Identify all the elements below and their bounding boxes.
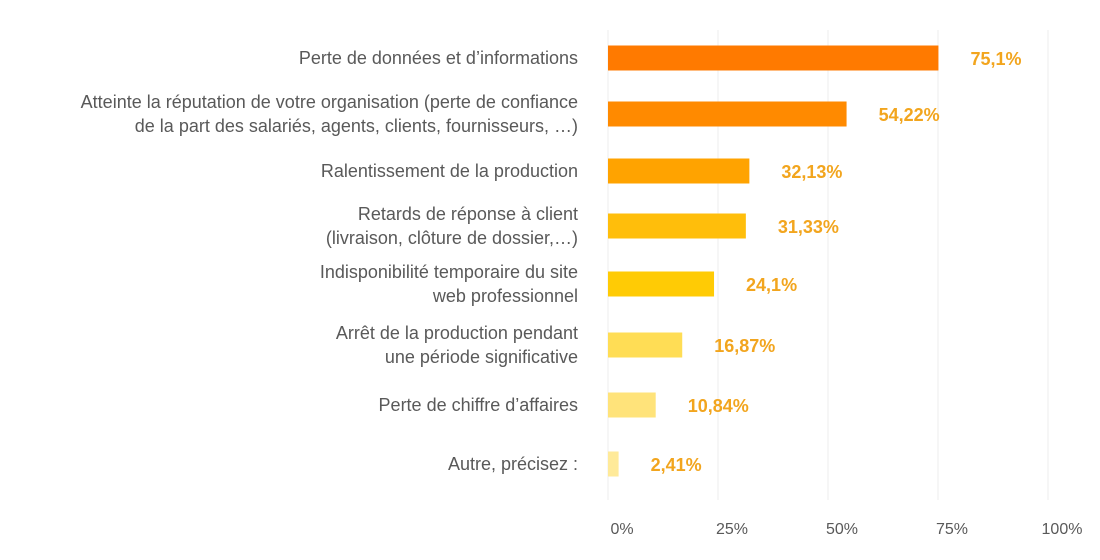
bar-3: [608, 213, 746, 239]
x-tick-label-0: 0%: [610, 521, 633, 538]
category-label-1-line-0: Atteinte la réputation de votre organisa…: [81, 92, 578, 112]
bar-1: [608, 101, 847, 127]
value-labels: 75,1% 54,22% 32,13% 31,33% 24,1% 16,87% 10,84%…: [651, 49, 1022, 475]
bar-4: [608, 271, 715, 297]
value-label-5: 16,87%: [714, 336, 775, 356]
category-label-2: Ralentissement de la production: [321, 161, 578, 181]
x-tick-label-3: 75%: [936, 521, 968, 538]
value-label-1: 54,22%: [879, 105, 940, 125]
x-axis-ticks: 0% 25% 50% 75% 100%: [610, 521, 1082, 538]
bar-5: [608, 332, 683, 358]
category-label-4-line-0: Indisponibilité temporaire du site: [320, 262, 578, 282]
x-tick-label-4: 100%: [1042, 521, 1083, 538]
category-label-7: Autre, précisez :: [448, 454, 578, 474]
value-label-7: 2,41%: [651, 455, 702, 475]
category-labels: Perte de données et d’informations Attein…: [81, 48, 578, 474]
category-label-5-line-1: une période significative: [385, 347, 578, 367]
value-label-4: 24,1%: [746, 275, 797, 295]
bar-7: [608, 451, 619, 477]
bars: [608, 45, 939, 477]
value-label-3: 31,33%: [778, 217, 839, 237]
gridlines: [607, 30, 1049, 500]
value-label-0: 75,1%: [970, 49, 1021, 69]
category-label-0: Perte de données et d’informations: [299, 48, 578, 68]
category-label-6: Perte de chiffre d’affaires: [379, 395, 578, 415]
bar-2: [608, 158, 750, 184]
category-label-3-line-0: Retards de réponse à client: [358, 204, 578, 224]
category-label-3-line-1: (livraison, clôture de dossier,…): [326, 228, 578, 248]
bar-0: [608, 45, 939, 71]
x-tick-label-1: 25%: [716, 521, 748, 538]
category-label-5-line-0: Arrêt de la production pendant: [336, 323, 578, 343]
x-tick-label-2: 50%: [826, 521, 858, 538]
value-label-2: 32,13%: [781, 162, 842, 182]
category-label-1-line-1: de la part des salariés, agents, clients…: [135, 116, 578, 136]
category-label-4-line-1: web professionnel: [432, 286, 578, 306]
bar-6: [608, 392, 656, 418]
value-label-6: 10,84%: [688, 396, 749, 416]
